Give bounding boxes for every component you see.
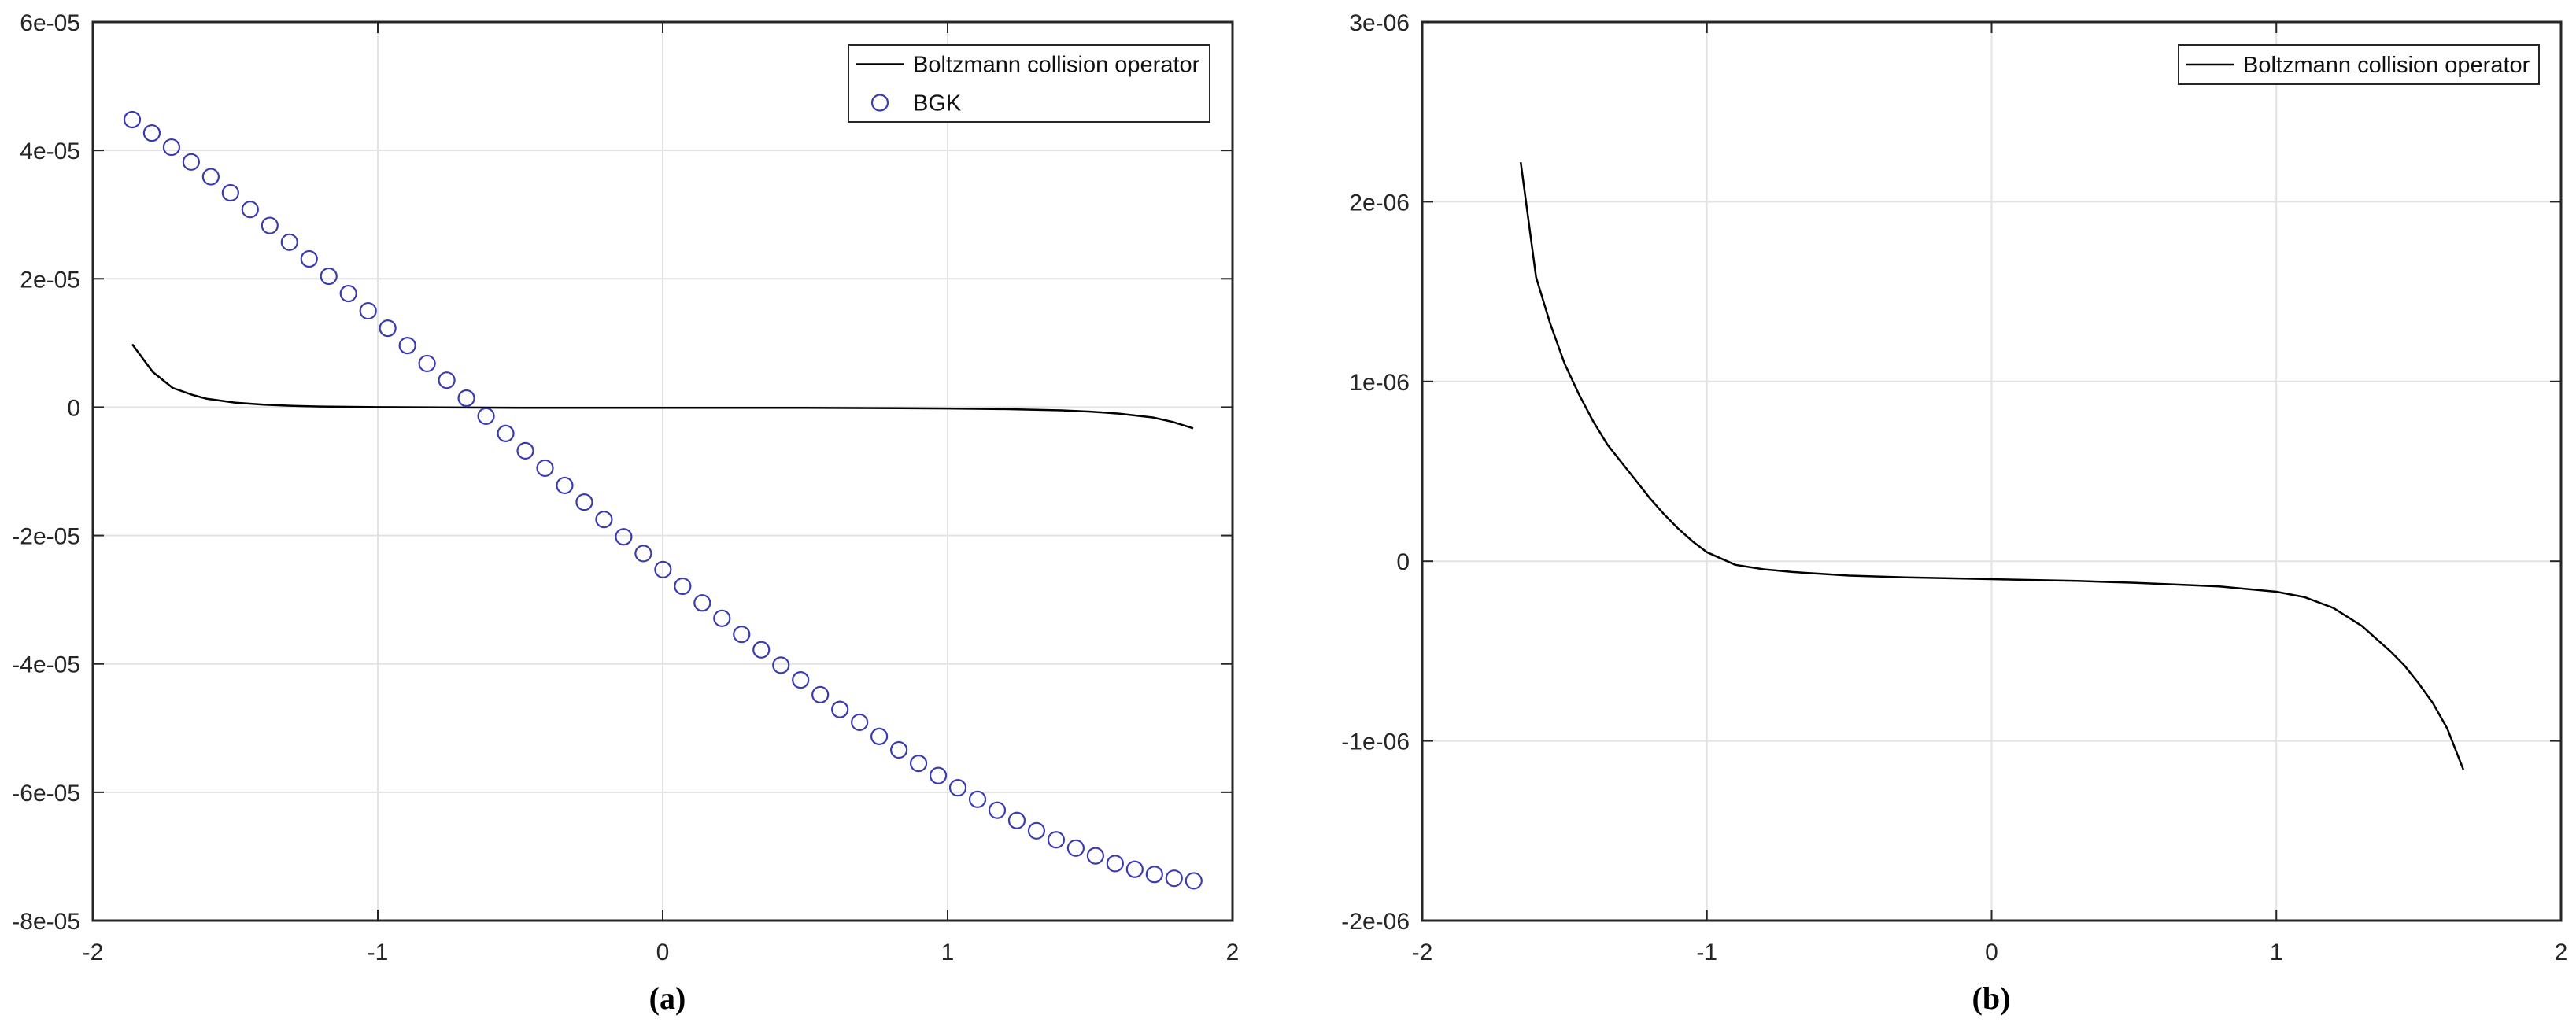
y-tick-label: 4e-05 <box>20 138 80 164</box>
bgk-marker <box>123 110 142 129</box>
bgk-marker <box>1125 860 1144 878</box>
y-tick-label: -2e-05 <box>12 524 80 550</box>
bgk-marker <box>556 476 574 495</box>
series-line-boltzmann <box>1519 162 2465 770</box>
bgk-marker <box>634 545 652 563</box>
bgk-marker <box>792 671 810 689</box>
bgk-marker <box>162 138 181 157</box>
legend-b: Boltzmann collision operator <box>2178 44 2540 85</box>
y-tick-label: 0 <box>1396 549 1410 575</box>
caption-a: (a) <box>649 980 686 1016</box>
bgk-marker <box>300 249 318 268</box>
y-tick-label: 3e-06 <box>1349 10 1410 36</box>
x-tick-label: -2 <box>1412 940 1433 965</box>
bgk-marker <box>595 511 613 529</box>
bgk-marker <box>1007 811 1026 829</box>
x-tick-label: 0 <box>1985 940 1998 965</box>
x-tick-label: 1 <box>2270 940 2283 965</box>
bgk-marker <box>575 493 593 511</box>
bgk-marker <box>654 560 672 578</box>
bgk-marker <box>1106 855 1124 873</box>
plot-area-a: -2 -1 0 1 2 6e-05 4e-05 2e-05 0 -2e-05 -4e-05 -6e-0… <box>12 10 1239 965</box>
bgk-marker <box>772 656 790 674</box>
y-tick-label: -6e-05 <box>12 781 80 807</box>
bgk-marker <box>1165 869 1183 888</box>
bgk-marker <box>811 685 830 703</box>
bgk-marker <box>733 626 751 644</box>
bgk-marker <box>909 755 928 773</box>
bgk-marker <box>851 713 869 732</box>
bgk-marker <box>339 284 357 303</box>
y-tick-label: -2e-06 <box>1341 909 1410 935</box>
bgk-marker <box>889 740 908 759</box>
bgk-marker <box>1086 847 1104 865</box>
bgk-marker <box>438 371 456 389</box>
series-markers-bgk <box>123 110 1203 890</box>
legend-box <box>848 44 1210 123</box>
bgk-marker <box>1145 866 1163 884</box>
bgk-marker <box>1185 872 1203 890</box>
x-tick-label: 2 <box>1226 940 1240 965</box>
bgk-marker <box>418 354 436 373</box>
x-tick-label: -1 <box>368 940 389 965</box>
y-tick-label: 0 <box>67 395 80 421</box>
bgk-marker <box>221 183 239 202</box>
bgk-marker <box>968 790 987 808</box>
bgk-marker <box>988 801 1007 819</box>
bgk-marker <box>929 766 948 784</box>
bgk-marker <box>379 319 397 338</box>
bgk-marker <box>693 594 711 612</box>
bgk-marker <box>261 216 279 234</box>
bgk-marker <box>615 528 633 546</box>
legend-label: Boltzmann collision operator <box>913 53 1200 78</box>
bgk-marker <box>359 301 377 320</box>
bgk-marker <box>1047 831 1066 849</box>
legend-a: Boltzmann collision operator BGK <box>848 44 1210 123</box>
legend-box <box>2178 44 2540 85</box>
bgk-marker <box>182 153 200 171</box>
bgk-marker <box>241 201 259 219</box>
legend-circle-icon <box>870 94 889 112</box>
caption-b: (b) <box>1972 980 2011 1016</box>
bgk-marker <box>320 267 338 286</box>
bgk-marker <box>948 779 967 797</box>
bgk-marker <box>536 459 554 478</box>
x-tick-label: 0 <box>656 940 670 965</box>
y-tick-label: -4e-05 <box>12 652 80 678</box>
bgk-marker <box>752 641 771 659</box>
bgk-marker <box>516 441 534 460</box>
y-tick-label: -1e-06 <box>1341 729 1410 755</box>
plot-area-b: -2 -1 0 1 2 3e-06 2e-06 1e-06 0 -1e-06 -2e-06 <box>1341 10 2567 965</box>
bgk-marker <box>1066 839 1085 857</box>
bgk-marker <box>201 168 220 186</box>
y-tick-label: -8e-05 <box>12 909 80 935</box>
bgk-marker <box>497 424 515 442</box>
y-tick-label: 1e-06 <box>1349 370 1410 396</box>
bgk-marker <box>457 389 475 408</box>
bgk-marker <box>398 337 416 355</box>
bgk-marker <box>831 700 849 718</box>
x-tick-label: 2 <box>2555 940 2568 965</box>
bgk-marker <box>870 727 889 745</box>
bgk-marker <box>280 233 298 251</box>
x-tick-label: 1 <box>941 940 955 965</box>
bgk-marker <box>674 577 692 596</box>
x-tick-label: -2 <box>83 940 104 965</box>
legend-label: Boltzmann collision operator <box>2243 53 2530 78</box>
y-tick-label: 2e-05 <box>20 267 80 293</box>
y-tick-label: 6e-05 <box>20 10 80 36</box>
series-line-boltzmann <box>131 343 1194 430</box>
x-tick-label: -1 <box>1696 940 1717 965</box>
legend-label: BGK <box>913 91 962 116</box>
chart-panel-a: -2 -1 0 1 2 6e-05 4e-05 2e-05 0 -2e-05 -4e-05 -6e-0… <box>12 10 1239 965</box>
y-tick-label: 2e-06 <box>1349 190 1410 216</box>
bgk-marker <box>142 124 161 142</box>
bgk-marker <box>1027 821 1046 840</box>
bgk-marker <box>713 609 731 627</box>
bgk-marker <box>477 407 495 425</box>
